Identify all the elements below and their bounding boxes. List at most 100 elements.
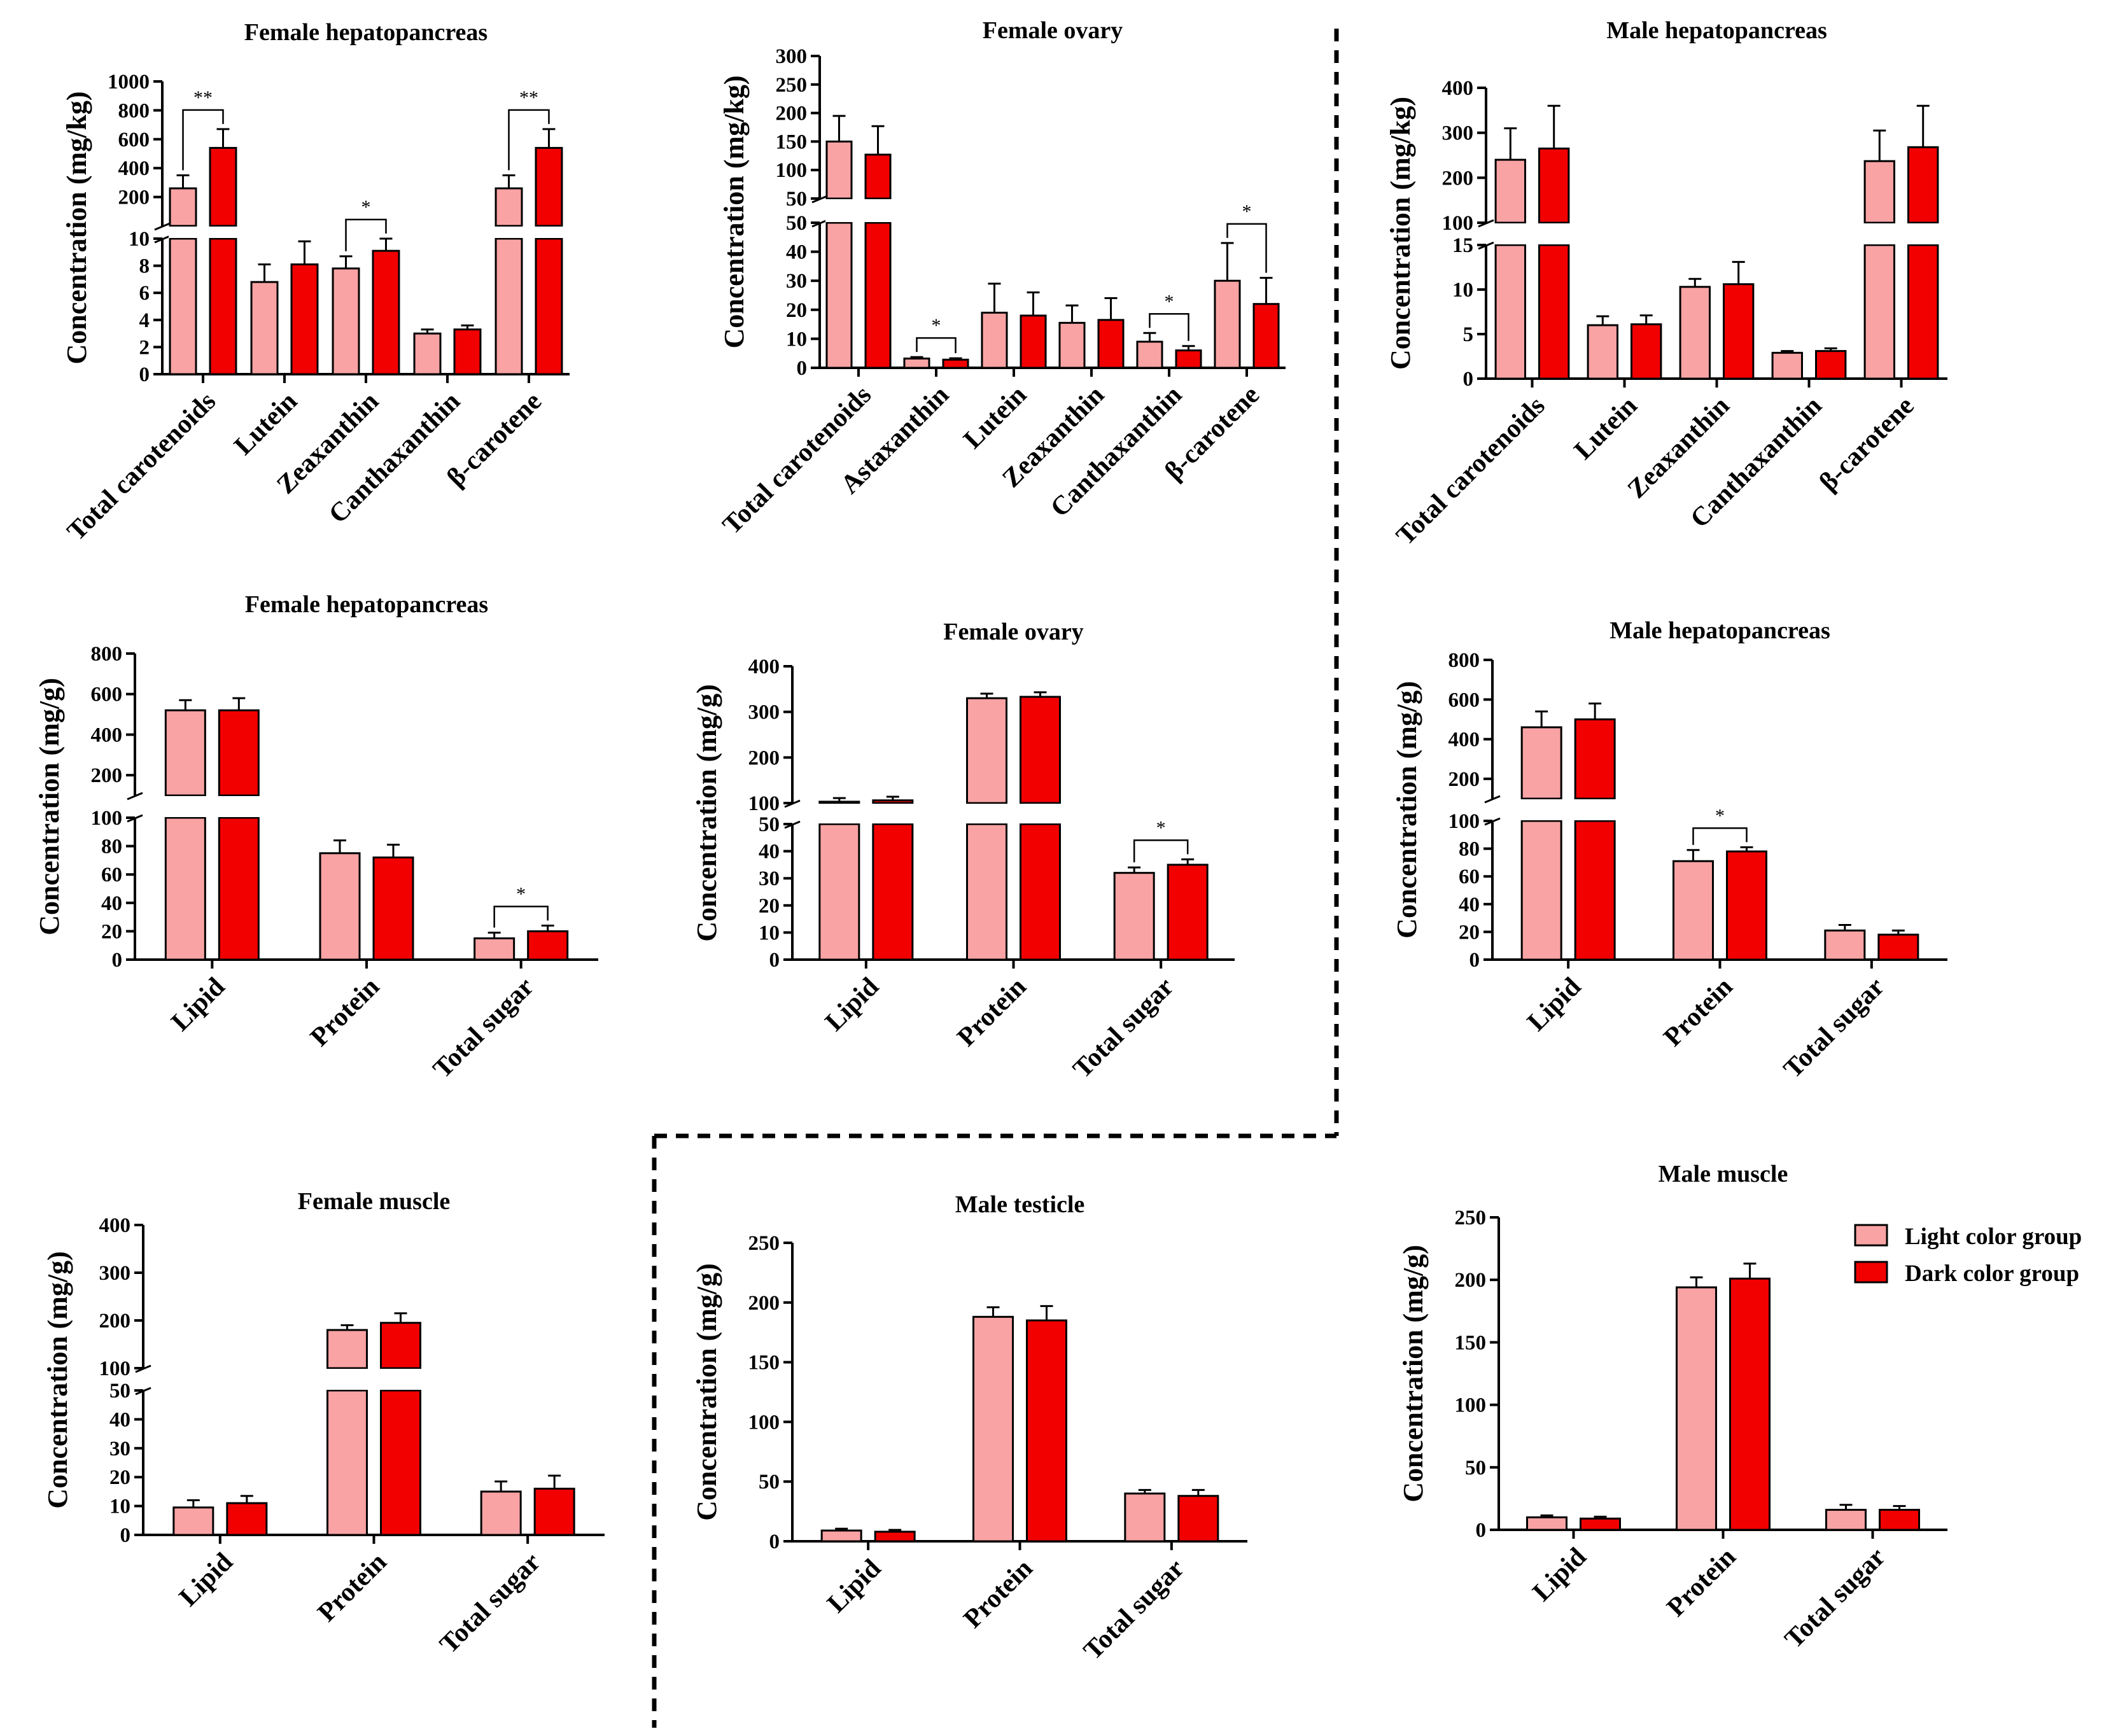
y-tick-label: 400 xyxy=(99,1214,131,1237)
bar-total-sugar-light xyxy=(1824,929,1866,961)
y-tick-label: 100 xyxy=(748,1411,780,1434)
significance-bracket: * xyxy=(345,197,387,251)
x-tick-label: Protein xyxy=(305,972,385,1053)
x-tick-label: Total carotenoids xyxy=(1391,391,1550,551)
y-tick-label: 400 xyxy=(118,157,150,180)
bar-lipid-light xyxy=(1520,726,1562,800)
y-tick-label: 200 xyxy=(748,1292,780,1315)
legend: Light color group Dark color group xyxy=(1854,1224,2082,1287)
bar-zeaxanthin-dark xyxy=(372,249,400,375)
y-tick-label: 800 xyxy=(118,99,150,122)
y-tick-label: 0 xyxy=(139,363,150,386)
y-tick-label: 200 xyxy=(1448,768,1480,791)
bar-total-carotenoids-light-lower xyxy=(169,237,197,375)
bar-total-carotenoids-dark-lower xyxy=(1538,244,1570,380)
chart-title: Male hepatopancreas xyxy=(1606,17,1827,44)
y-tick-label: 50 xyxy=(786,188,807,211)
y-tick-label: 0 xyxy=(1469,949,1480,972)
x-tick-label: Canthaxanthin xyxy=(1045,381,1188,523)
significance-bracket: ** xyxy=(508,87,550,171)
bar-total-carotenoids-dark xyxy=(1538,147,1570,224)
y-tick-label: 100 xyxy=(1448,810,1480,833)
bar-break-gap xyxy=(1907,223,1939,244)
y-tick-label: 80 xyxy=(1459,838,1480,861)
y-tick-label: 800 xyxy=(1448,649,1480,672)
bar-total-sugar-light xyxy=(480,1490,522,1536)
y-axis-label: Concentration (mg/g) xyxy=(691,1263,722,1521)
bar-canthaxanthin-dark xyxy=(1175,349,1202,369)
bar-zeaxanthin-light xyxy=(1679,286,1711,380)
bar-canthaxanthin-light xyxy=(1136,340,1163,369)
chart-title: Male testicle xyxy=(955,1191,1085,1218)
y-tick-label: 80 xyxy=(101,836,122,858)
y-tick-label: 200 xyxy=(118,186,150,209)
y-axis-label: Concentration (mg/kg) xyxy=(719,76,750,349)
y-tick-label: 60 xyxy=(1459,865,1480,888)
significance-bracket: * xyxy=(493,883,549,928)
bar-total-carotenoids-dark-lower xyxy=(209,237,237,375)
bar-total-carotenoids-light-lower xyxy=(825,221,853,369)
bar-total-sugar-dark xyxy=(1177,1495,1219,1543)
bar-protein-dark xyxy=(1020,696,1061,804)
chart-title: Male hepatopancreas xyxy=(1610,617,1830,644)
bar-break-gap xyxy=(1520,799,1563,820)
bar-lipid-dark xyxy=(874,1530,916,1543)
x-tick-label: Protein xyxy=(958,1554,1039,1634)
y-tick-label: 600 xyxy=(91,683,123,706)
bar-carotene-light-lower xyxy=(494,237,523,375)
significance-label: * xyxy=(1242,201,1252,222)
bar-break-gap xyxy=(169,227,197,238)
bar-carotene-dark-lower xyxy=(1907,244,1939,380)
y-tick-label: 50 xyxy=(759,1471,780,1494)
bar-break-gap xyxy=(209,227,237,238)
y-tick-label: 50 xyxy=(109,1380,130,1403)
y-tick-label: 250 xyxy=(748,1232,780,1255)
chart-7: Female muscle Concentration (mg/g) 0 10 20 30… xyxy=(42,1188,605,1659)
bar-total-carotenoids-light-lower xyxy=(1494,244,1527,380)
chart-title: Female hepatopancreas xyxy=(244,19,487,46)
bar-break-gap xyxy=(1538,223,1570,244)
chart-title: Female muscle xyxy=(298,1188,451,1215)
y-tick-label: 600 xyxy=(1448,689,1480,711)
chart-6: Male hepatopancreas Concentration (mg/g) 0… xyxy=(1391,617,1947,1084)
significance-label: * xyxy=(1715,805,1725,826)
bar-protein-dark xyxy=(1026,1319,1067,1543)
y-tick-label: 2 xyxy=(139,336,150,359)
significance-label: * xyxy=(1156,817,1166,838)
y-tick-label: 400 xyxy=(1442,77,1474,100)
y-tick-label: 200 xyxy=(776,102,808,125)
y-tick-label: 200 xyxy=(748,746,780,769)
y-tick-label: 100 xyxy=(776,159,808,182)
bar-lipid-light xyxy=(172,1506,214,1536)
y-tick-label: 10 xyxy=(109,1495,130,1518)
axis-break-mark xyxy=(784,799,801,808)
bar-canthaxanthin-dark xyxy=(1815,350,1847,380)
bar-protein-dark xyxy=(1726,850,1767,961)
bar-total-carotenoids-dark xyxy=(864,153,892,200)
x-tick-label: Total carotenoids xyxy=(717,381,877,540)
bar-canthaxanthin-light xyxy=(1771,351,1804,380)
bar-lipid-light xyxy=(164,709,206,797)
bar-protein-light xyxy=(966,697,1007,804)
significance-label: ** xyxy=(193,87,213,108)
x-tick-label: Lipid xyxy=(1527,1543,1592,1607)
bar-break-gap xyxy=(494,227,523,238)
bar-protein-dark-lower xyxy=(1020,823,1061,961)
bar-carotene-dark xyxy=(535,146,563,227)
y-tick-label: 10 xyxy=(759,921,780,944)
bar-lipid-dark-lower xyxy=(218,816,260,961)
bar-lutein-light xyxy=(250,281,279,375)
x-tick-label: Total sugar xyxy=(428,972,540,1084)
bar-total-sugar-light xyxy=(1124,1492,1166,1543)
bar-lipid-light xyxy=(818,801,860,804)
charts-layer: Female hepatopancreas Concentration (mg/k… xyxy=(34,17,1947,1665)
y-tick-label: 1000 xyxy=(108,71,150,94)
x-tick-label: Protein xyxy=(952,972,1032,1053)
x-tick-label: Lutein xyxy=(1569,391,1643,466)
bar-carotene-dark xyxy=(1907,146,1939,224)
bar-break-gap xyxy=(326,1369,368,1390)
significance-bracket: * xyxy=(916,315,957,353)
legend-swatch xyxy=(1854,1224,1888,1247)
bar-break-gap xyxy=(965,804,1008,823)
